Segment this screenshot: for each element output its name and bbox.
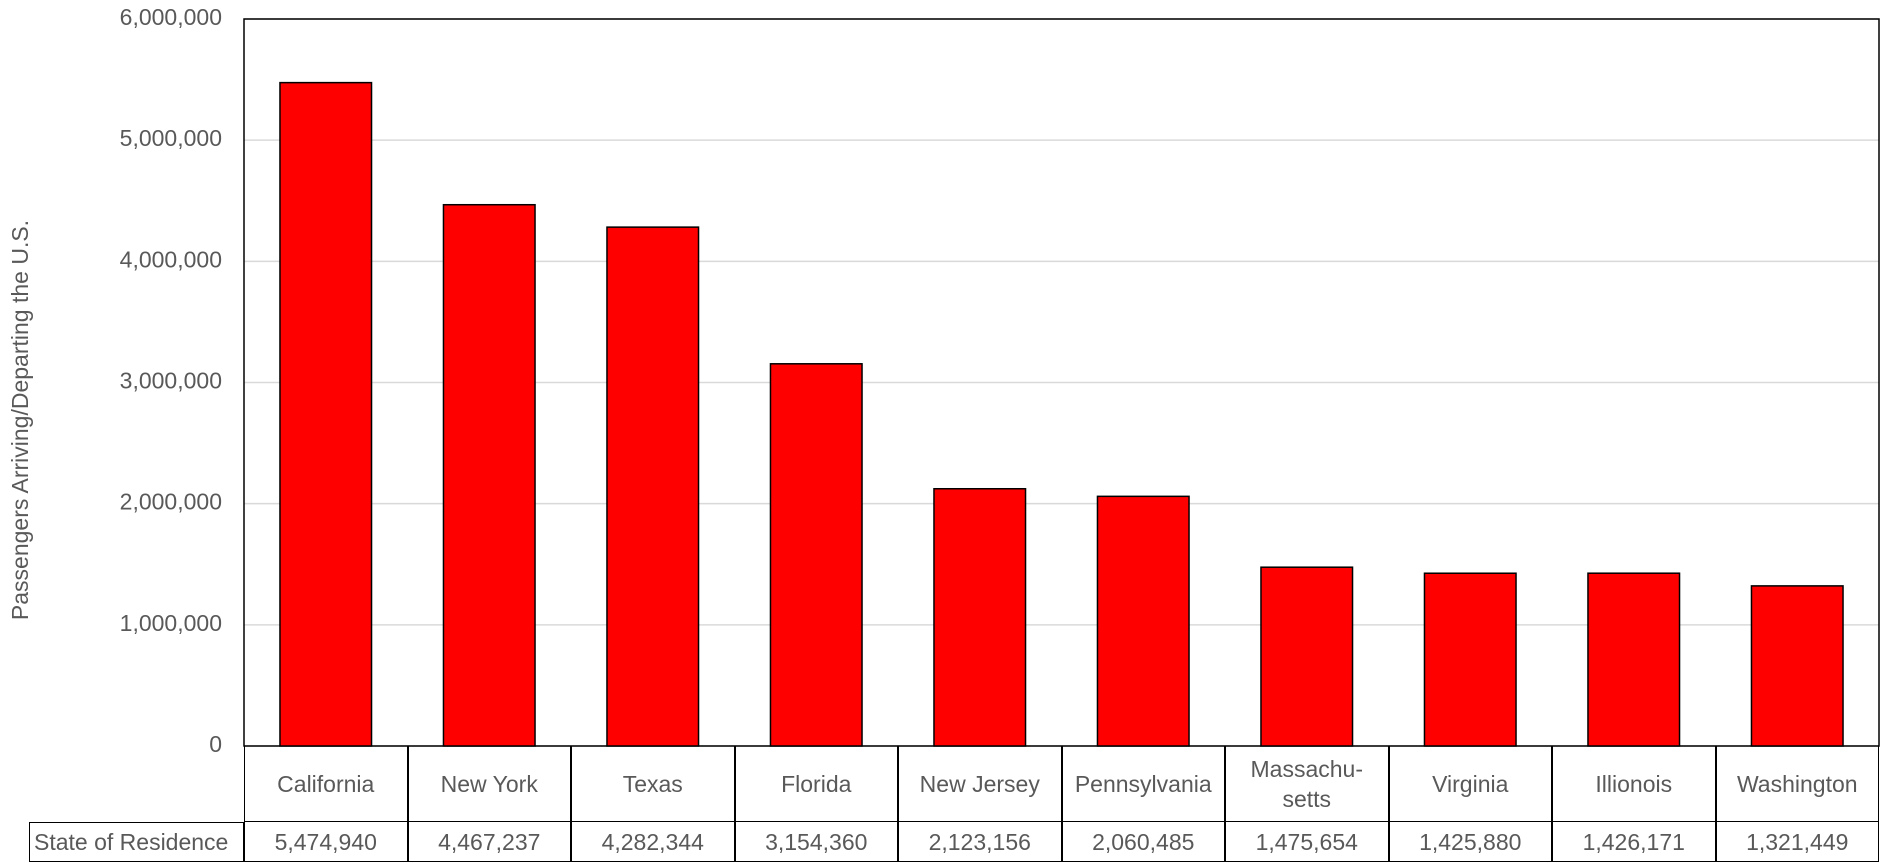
- bar: [1587, 572, 1681, 747]
- value-cell: 2,060,485: [1061, 822, 1225, 862]
- bar: [1423, 572, 1517, 747]
- category-cell: California: [244, 746, 408, 822]
- category-cell: Pennsylvania: [1061, 746, 1225, 822]
- bar: [606, 226, 700, 747]
- y-tick-label: 6,000,000: [120, 4, 222, 30]
- bar: [442, 203, 536, 747]
- value-cell: 4,282,344: [571, 822, 735, 862]
- y-axis-label: Passengers Arriving/Departing the U.S.: [7, 220, 33, 620]
- y-tick-label: 5,000,000: [120, 125, 222, 151]
- row-label-cell: State of Residence: [29, 822, 244, 862]
- bar: [769, 363, 863, 747]
- value-cell: 1,321,449: [1715, 822, 1879, 862]
- category-cell: New York: [407, 746, 571, 822]
- value-cell: 2,123,156: [898, 822, 1062, 862]
- bar: [279, 81, 373, 747]
- value-cell: 5,474,940: [244, 822, 408, 862]
- value-cell: 1,475,654: [1225, 822, 1389, 862]
- value-cell: 3,154,360: [734, 822, 898, 862]
- y-tick-label: 4,000,000: [120, 246, 222, 272]
- value-cell: 4,467,237: [407, 822, 571, 862]
- bar: [933, 487, 1027, 747]
- category-cell: New Jersey: [898, 746, 1062, 822]
- value-cell: 1,425,880: [1388, 822, 1552, 862]
- y-tick-label: 2,000,000: [120, 489, 222, 515]
- category-cell: Washington: [1715, 746, 1879, 822]
- y-tick-label: 0: [209, 731, 222, 757]
- bar: [1750, 585, 1844, 747]
- value-cell: 1,426,171: [1552, 822, 1716, 862]
- category-cell: Texas: [571, 746, 735, 822]
- bar: [1260, 566, 1354, 747]
- category-cell: Massachu-setts: [1225, 746, 1389, 822]
- category-cell: Illionois: [1552, 746, 1716, 822]
- y-tick-label: 3,000,000: [120, 368, 222, 394]
- category-cell: Virginia: [1388, 746, 1552, 822]
- y-tick-label: 1,000,000: [120, 610, 222, 636]
- bar: [1096, 495, 1190, 747]
- category-cell: Florida: [734, 746, 898, 822]
